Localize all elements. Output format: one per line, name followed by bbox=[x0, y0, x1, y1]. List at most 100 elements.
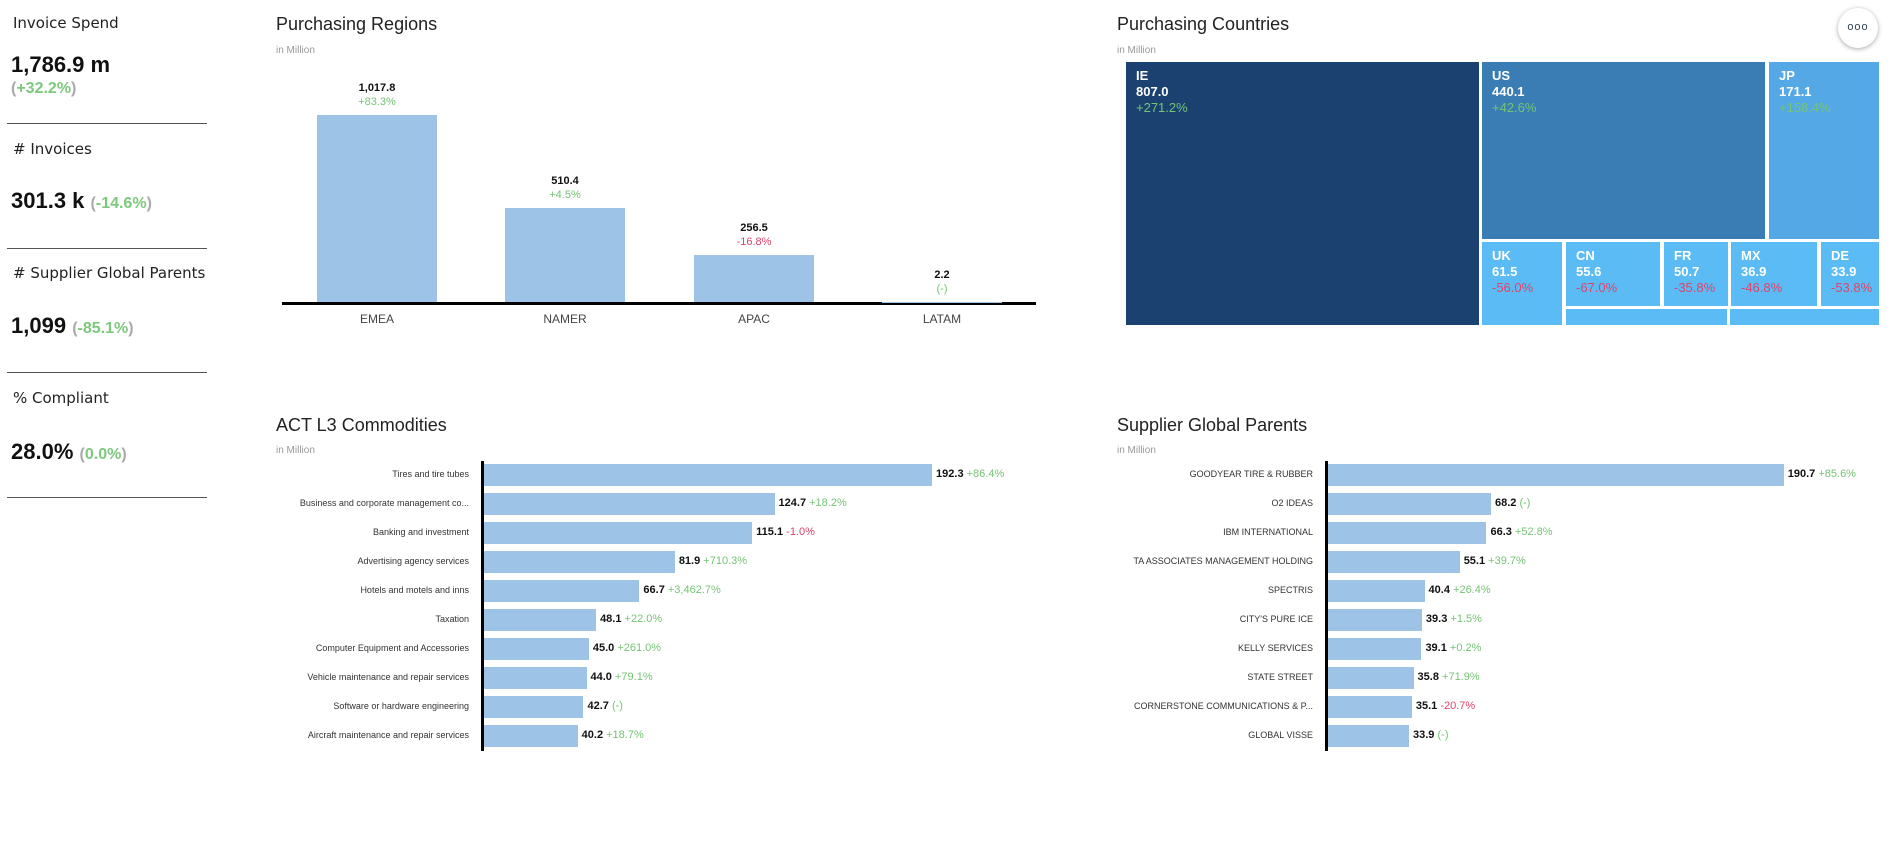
delta: +3,462.7% bbox=[664, 584, 721, 596]
value: 55.1 bbox=[1463, 555, 1486, 567]
value: 42.7 bbox=[587, 700, 609, 712]
tile-value: 36.9 bbox=[1741, 264, 1767, 279]
tile-value: 50.7 bbox=[1674, 264, 1700, 279]
category-label: APAC bbox=[738, 312, 770, 326]
value-label: 48.1 +22.0% bbox=[600, 613, 662, 625]
value-label: 2.2 bbox=[934, 268, 950, 281]
treemap-tile[interactable]: FR 50.7 -35.8% bbox=[1664, 242, 1728, 306]
more-options-button[interactable]: ooo bbox=[1838, 8, 1878, 48]
value-label: 68.2 (-) bbox=[1495, 497, 1530, 509]
treemap-tile[interactable]: IE 807.0 +271.2% bbox=[1126, 62, 1479, 325]
value-label: 39.1 +0.2% bbox=[1425, 642, 1481, 654]
kpi-delta-value: -85.1% bbox=[77, 320, 129, 337]
tile-label: IE bbox=[1136, 68, 1149, 83]
tile-delta: -35.8% bbox=[1674, 280, 1716, 295]
value-label: 190.7 +85.6% bbox=[1788, 468, 1856, 480]
value-label: 115.1 -1.0% bbox=[756, 526, 815, 538]
tile-delta: +271.2% bbox=[1136, 100, 1188, 115]
category-label: STATE STREET bbox=[1247, 672, 1313, 682]
value: 35.1 bbox=[1415, 700, 1438, 712]
delta-label: (-) bbox=[936, 282, 948, 295]
value-label: 40.2 +18.7% bbox=[582, 729, 644, 741]
chart-title: ACT L3 Commodities bbox=[276, 415, 447, 435]
value: 66.3 bbox=[1490, 526, 1512, 538]
value: 39.1 bbox=[1425, 642, 1447, 654]
value: 39.3 bbox=[1425, 613, 1448, 625]
value-label: 81.9 +710.3% bbox=[679, 555, 747, 567]
bar bbox=[1328, 725, 1410, 747]
value-label: 55.1 +39.7% bbox=[1464, 555, 1526, 567]
tile-delta: -46.8% bbox=[1741, 280, 1783, 295]
chart-subtitle: in Million bbox=[276, 45, 315, 56]
treemap-tile[interactable]: JP 171.1 +158.4% bbox=[1769, 62, 1879, 239]
chart-subtitle: in Million bbox=[276, 445, 315, 456]
category-label: Vehicle maintenance and repair services bbox=[307, 672, 469, 682]
tile-value: 33.9 bbox=[1831, 264, 1857, 279]
treemap-tile[interactable]: UK 61.5 -56.0% bbox=[1482, 242, 1562, 325]
divider bbox=[7, 497, 207, 498]
delta: +52.8% bbox=[1511, 526, 1553, 538]
bar bbox=[505, 208, 625, 302]
tile-value: 440.1 bbox=[1492, 84, 1525, 99]
category-label: NAMER bbox=[543, 312, 587, 326]
tile-value: 61.5 bbox=[1492, 264, 1518, 279]
delta: (-) bbox=[608, 700, 623, 712]
kpi-value-text: 301.3 k bbox=[11, 188, 85, 213]
delta: -1.0% bbox=[783, 526, 815, 538]
delta: +18.7% bbox=[603, 729, 644, 741]
delta: +710.3% bbox=[700, 555, 748, 567]
treemap-tile[interactable]: MX 36.9 -46.8% bbox=[1731, 242, 1817, 306]
kpi-title: Invoice Spend bbox=[13, 14, 119, 32]
value: 192.3 bbox=[936, 468, 964, 480]
kpi-value: 1,786.9 m bbox=[11, 52, 111, 77]
delta: +1.5% bbox=[1447, 613, 1482, 625]
x-axis bbox=[282, 302, 1036, 305]
category-label: IBM INTERNATIONAL bbox=[1223, 527, 1313, 537]
treemap-tile[interactable]: DE 33.9 -53.8% bbox=[1821, 242, 1879, 306]
delta: (-) bbox=[1516, 497, 1531, 509]
value: 40.4 bbox=[1428, 584, 1450, 596]
delta: +261.0% bbox=[614, 642, 662, 654]
category-label: Advertising agency services bbox=[357, 556, 469, 566]
kpi-value: 301.3 k (-14.6%) bbox=[11, 188, 152, 213]
bar bbox=[484, 522, 753, 544]
category-label: Tires and tire tubes bbox=[392, 469, 469, 479]
bar bbox=[694, 254, 814, 302]
bar bbox=[484, 580, 640, 602]
category-label: SPECTRIS bbox=[1267, 585, 1313, 595]
category-label: GOODYEAR TIRE & RUBBER bbox=[1189, 469, 1313, 479]
category-label: CORNERSTONE COMMUNICATIONS & P... bbox=[1133, 701, 1313, 711]
divider bbox=[7, 123, 207, 124]
value: 44.0 bbox=[590, 671, 612, 683]
bar bbox=[484, 493, 775, 515]
treemap-tile bbox=[1730, 309, 1879, 325]
tile-delta: -56.0% bbox=[1492, 280, 1534, 295]
category-label: Taxation bbox=[435, 614, 469, 624]
y-axis bbox=[1325, 461, 1328, 751]
kpi-delta: (+32.2%) bbox=[11, 80, 77, 97]
category-label: TA ASSOCIATES MANAGEMENT HOLDING bbox=[1133, 556, 1313, 566]
bar bbox=[484, 696, 584, 718]
category-label: Business and corporate management co... bbox=[299, 498, 469, 508]
tile-value: 807.0 bbox=[1136, 84, 1169, 99]
category-label: Banking and investment bbox=[372, 527, 469, 537]
value: 115.1 bbox=[756, 526, 784, 538]
value: 68.2 bbox=[1494, 497, 1517, 509]
treemap-tile[interactable]: US 440.1 +42.6% bbox=[1482, 62, 1765, 239]
category-label: O2 IDEAS bbox=[1271, 498, 1313, 508]
chart-title: Supplier Global Parents bbox=[1117, 415, 1308, 435]
delta: +86.4% bbox=[963, 468, 1005, 480]
bar bbox=[1328, 609, 1422, 631]
tile-value: 171.1 bbox=[1779, 84, 1812, 99]
tile-label: FR bbox=[1674, 248, 1692, 263]
treemap-tile bbox=[1566, 309, 1727, 325]
value: 40.2 bbox=[581, 729, 604, 741]
value-label: 1,017.8 bbox=[358, 82, 396, 94]
divider bbox=[7, 248, 207, 249]
category-label: Aircraft maintenance and repair services bbox=[307, 730, 469, 740]
value: 45.0 bbox=[592, 642, 615, 654]
kpi-title: # Supplier Global Parents bbox=[13, 264, 206, 282]
category-label: Computer Equipment and Accessories bbox=[315, 643, 469, 653]
category-label: CITY'S PURE ICE bbox=[1239, 614, 1313, 624]
treemap-tile[interactable]: CN 55.6 -67.0% bbox=[1566, 242, 1660, 306]
